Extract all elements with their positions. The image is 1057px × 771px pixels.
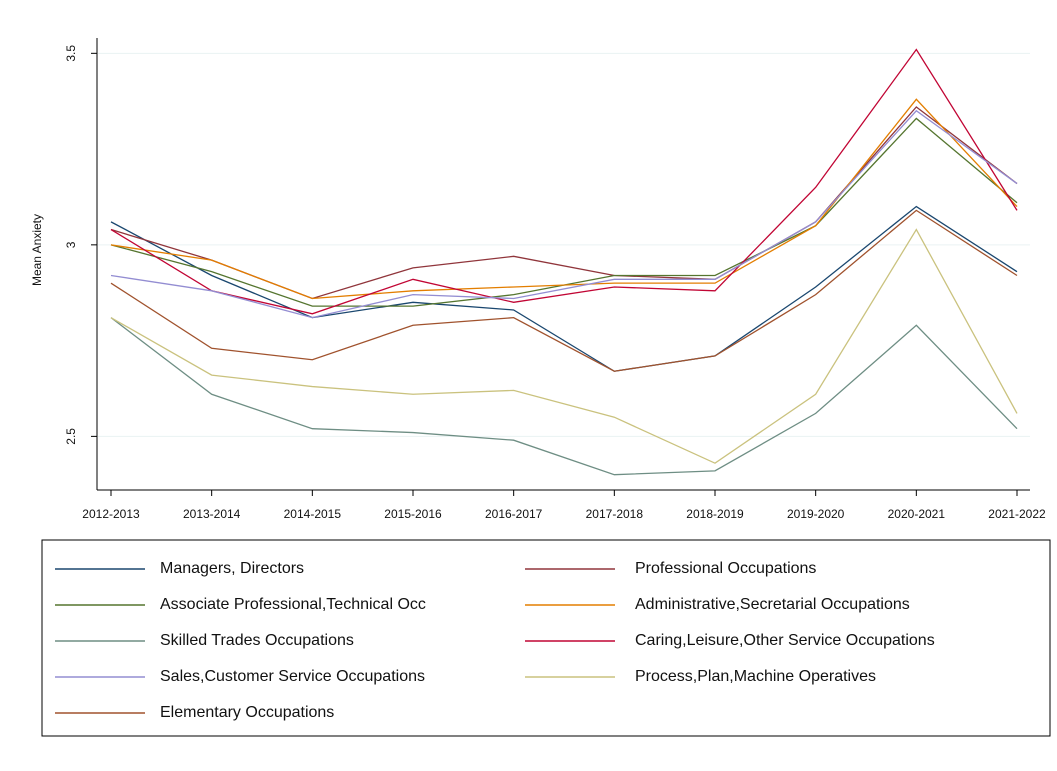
series-line [110, 109, 1018, 319]
series-line [110, 98, 1018, 300]
legend-label: Associate Professional,Technical Occ [160, 596, 426, 613]
legend-box [41, 539, 1051, 737]
x-tick-label: 2015-2016 [384, 507, 442, 521]
legend-label: Elementary Occupations [160, 704, 334, 721]
legend-label: Professional Occupations [635, 560, 816, 577]
x-tick-label: 2019-2020 [787, 507, 845, 521]
y-axis-label: Mean Anxiety [30, 214, 44, 286]
series-line [110, 205, 1018, 372]
legend-label: Process,Plan,Machine Operatives [635, 668, 876, 685]
legend-label: Skilled Trades Occupations [160, 632, 354, 649]
x-tick-label: 2018-2019 [686, 507, 744, 521]
y-tick-label: 3.5 [64, 45, 78, 62]
series-line [110, 228, 1018, 464]
x-tick-label: 2012-2013 [82, 507, 140, 521]
series-line [110, 48, 1018, 315]
y-tick-label: 3 [64, 241, 78, 248]
legend-label: Caring,Leisure,Other Service Occupations [635, 632, 935, 649]
legend-label: Managers, Directors [160, 560, 304, 577]
x-tick-label: 2014-2015 [284, 507, 342, 521]
series-line [110, 209, 1018, 372]
y-tick-label: 2.5 [64, 428, 78, 445]
x-tick-label: 2016-2017 [485, 507, 543, 521]
legend-label: Administrative,Secretarial Occupations [635, 596, 910, 613]
x-tick-label: 2017-2018 [586, 507, 644, 521]
series-line [110, 317, 1018, 476]
x-tick-label: 2021-2022 [988, 507, 1046, 521]
legend-label: Sales,Customer Service Occupations [160, 668, 425, 685]
x-tick-label: 2020-2021 [888, 507, 946, 521]
x-tick-label: 2013-2014 [183, 507, 241, 521]
